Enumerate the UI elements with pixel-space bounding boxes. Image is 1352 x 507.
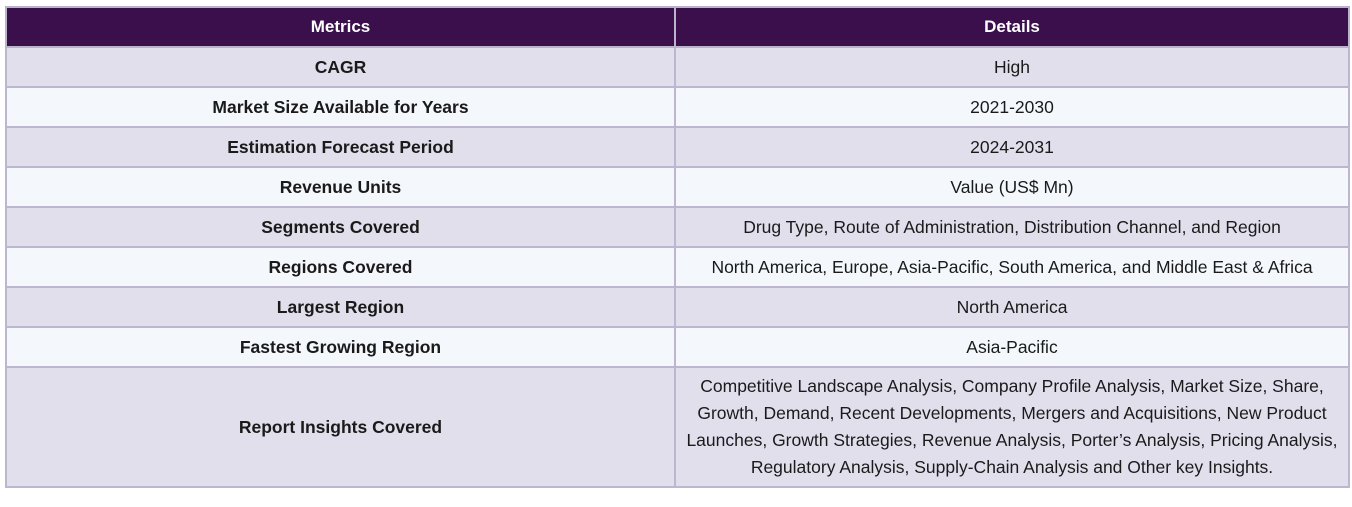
details-cell: Value (US$ Mn) bbox=[674, 166, 1350, 208]
details-cell: North America, Europe, Asia-Pacific, Sou… bbox=[674, 246, 1350, 288]
metric-cell: Regions Covered bbox=[5, 246, 676, 288]
details-cell: Competitive Landscape Analysis, Company … bbox=[674, 366, 1350, 488]
header-row: Metrics Details bbox=[5, 6, 1350, 48]
details-cell: 2024-2031 bbox=[674, 126, 1350, 168]
table-row: Report Insights Covered Competitive Land… bbox=[5, 366, 1350, 488]
table-body: CAGR High Market Size Available for Year… bbox=[5, 46, 1350, 488]
header-metrics: Metrics bbox=[5, 6, 676, 48]
table-row: Estimation Forecast Period 2024-2031 bbox=[5, 126, 1350, 168]
metric-cell: Estimation Forecast Period bbox=[5, 126, 676, 168]
details-cell: North America bbox=[674, 286, 1350, 328]
metric-cell: Market Size Available for Years bbox=[5, 86, 676, 128]
table-row: Revenue Units Value (US$ Mn) bbox=[5, 166, 1350, 208]
metric-cell: CAGR bbox=[5, 46, 676, 88]
table-row: Regions Covered North America, Europe, A… bbox=[5, 246, 1350, 288]
header-details: Details bbox=[674, 6, 1350, 48]
table-row: Largest Region North America bbox=[5, 286, 1350, 328]
table-header: Metrics Details bbox=[5, 6, 1350, 48]
table-row: CAGR High bbox=[5, 46, 1350, 88]
metric-cell: Segments Covered bbox=[5, 206, 676, 248]
details-cell: Asia-Pacific bbox=[674, 326, 1350, 368]
table-row: Segments Covered Drug Type, Route of Adm… bbox=[5, 206, 1350, 248]
report-metrics-table: Metrics Details CAGR High Market Size Av… bbox=[5, 6, 1350, 488]
metric-cell: Fastest Growing Region bbox=[5, 326, 676, 368]
metric-cell: Largest Region bbox=[5, 286, 676, 328]
table-row: Fastest Growing Region Asia-Pacific bbox=[5, 326, 1350, 368]
details-cell: 2021-2030 bbox=[674, 86, 1350, 128]
details-cell: High bbox=[674, 46, 1350, 88]
table-row: Market Size Available for Years 2021-203… bbox=[5, 86, 1350, 128]
details-cell: Drug Type, Route of Administration, Dist… bbox=[674, 206, 1350, 248]
metric-cell: Revenue Units bbox=[5, 166, 676, 208]
metric-cell: Report Insights Covered bbox=[5, 366, 676, 488]
